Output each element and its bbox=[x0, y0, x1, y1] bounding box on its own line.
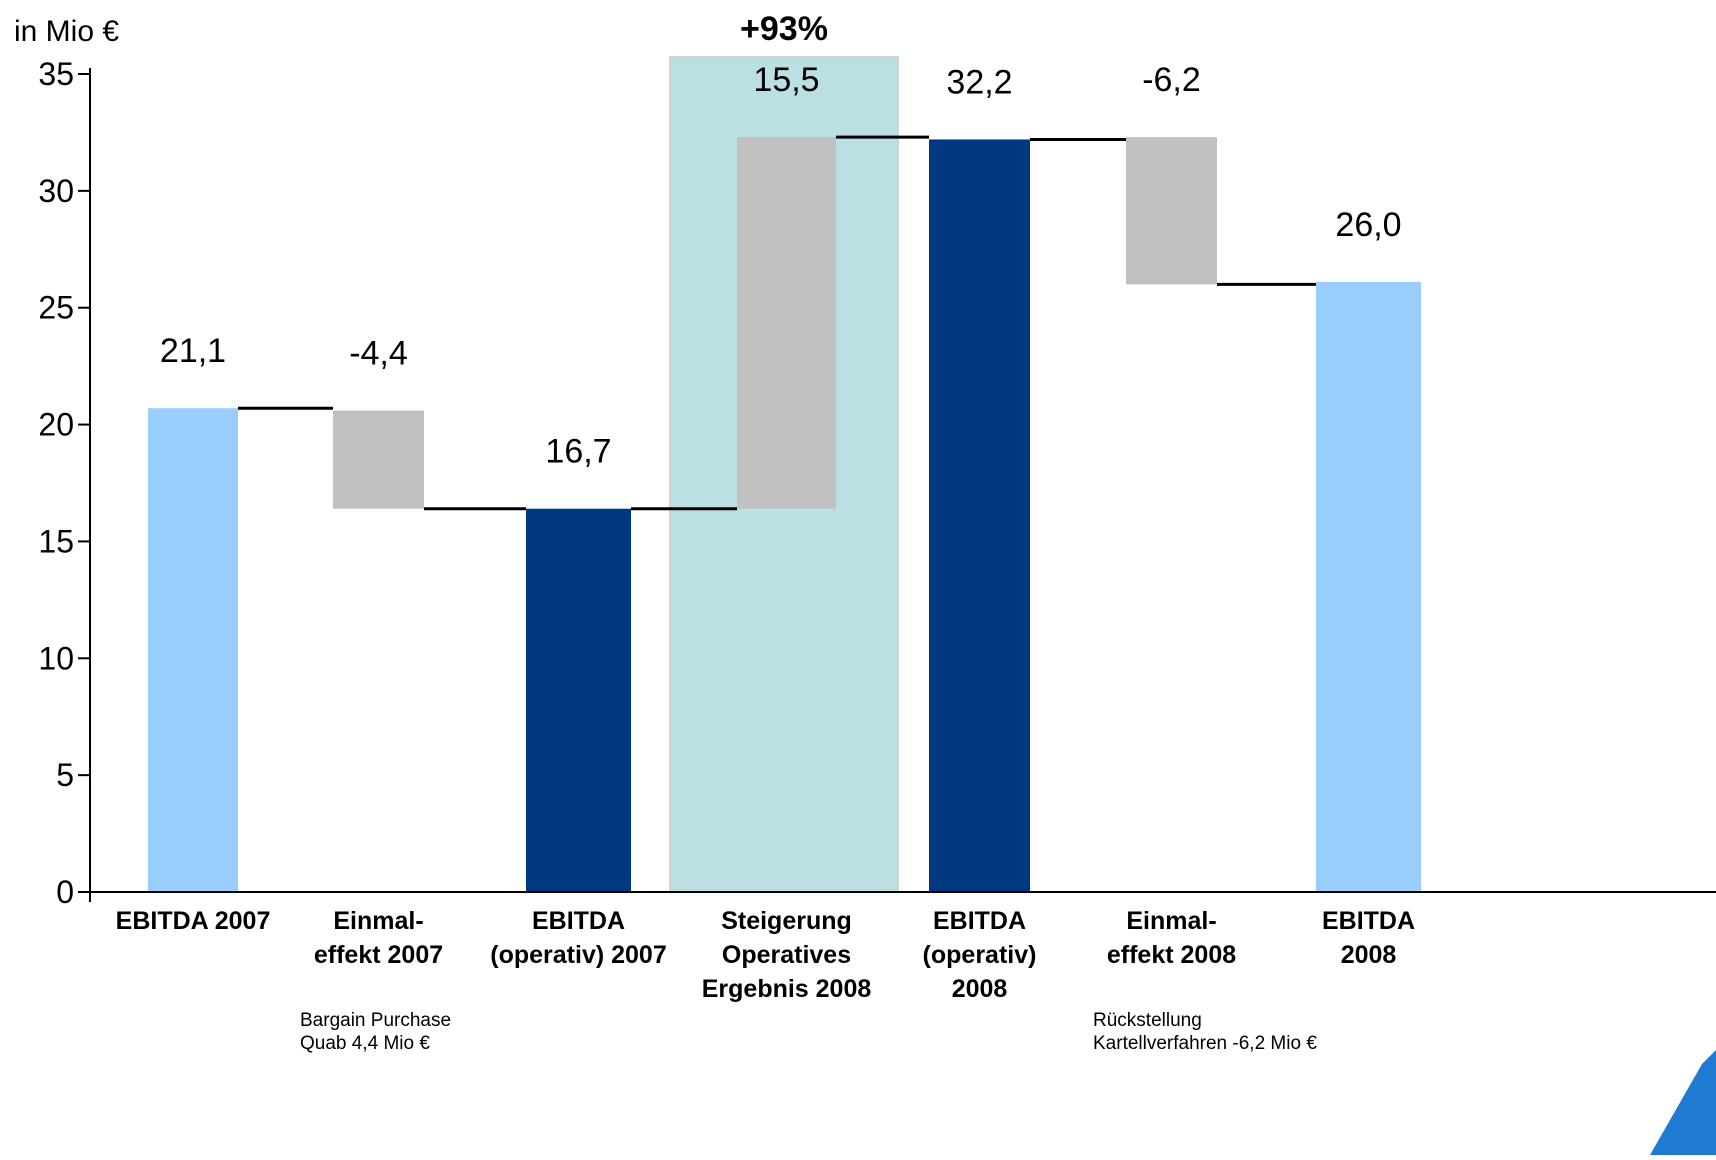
footnote: Bargain Purchase bbox=[300, 1010, 451, 1031]
category-label: 2008 bbox=[952, 975, 1008, 1003]
footnote: Rückstellung bbox=[1093, 1010, 1202, 1031]
y-tick-label: 20 bbox=[38, 407, 74, 443]
category-label: EBITDA bbox=[532, 907, 625, 935]
data-label: -4,4 bbox=[349, 335, 408, 373]
data-label: 21,1 bbox=[160, 332, 226, 370]
corner-decoration bbox=[1650, 1050, 1716, 1155]
footnote: Kartellverfahren -6,2 Mio € bbox=[1093, 1033, 1317, 1054]
growth-label: +93% bbox=[740, 10, 828, 48]
category-label: effekt 2008 bbox=[1107, 941, 1236, 969]
data-label: 16,7 bbox=[545, 433, 611, 471]
category-label: effekt 2007 bbox=[314, 941, 443, 969]
category-label: 2008 bbox=[1341, 941, 1397, 969]
y-tick-label: 15 bbox=[38, 523, 74, 559]
y-tick-label: 0 bbox=[56, 874, 74, 910]
y-tick-label: 35 bbox=[38, 56, 74, 92]
bar bbox=[929, 139, 1030, 892]
unit-label: in Mio € bbox=[14, 15, 119, 48]
y-tick-label: 5 bbox=[56, 757, 74, 793]
y-tick-label: 10 bbox=[38, 640, 74, 676]
category-label: EBITDA bbox=[1322, 907, 1415, 935]
category-label: Steigerung bbox=[721, 907, 852, 935]
category-label: Einmal- bbox=[1126, 907, 1216, 935]
bar bbox=[737, 137, 836, 509]
category-label: EBITDA 2007 bbox=[116, 907, 271, 935]
footnote: Quab 4,4 Mio € bbox=[300, 1033, 430, 1054]
category-label: Ergebnis 2008 bbox=[702, 975, 872, 1003]
y-tick-label: 30 bbox=[38, 173, 74, 209]
y-tick-label: 25 bbox=[38, 290, 74, 326]
category-label: (operativ) bbox=[923, 941, 1037, 969]
data-label: 26,0 bbox=[1335, 206, 1401, 244]
bar bbox=[1316, 282, 1421, 892]
data-label: 15,5 bbox=[753, 61, 819, 99]
bar bbox=[1126, 137, 1217, 285]
bar bbox=[148, 408, 238, 892]
data-label: 32,2 bbox=[946, 63, 1012, 101]
data-label: -6,2 bbox=[1142, 61, 1201, 99]
bar bbox=[526, 508, 631, 892]
category-label: EBITDA bbox=[933, 907, 1026, 935]
category-label: Operatives bbox=[722, 941, 851, 969]
category-label: (operativ) 2007 bbox=[490, 941, 666, 969]
bar bbox=[333, 410, 424, 509]
category-label: Einmal- bbox=[333, 907, 423, 935]
